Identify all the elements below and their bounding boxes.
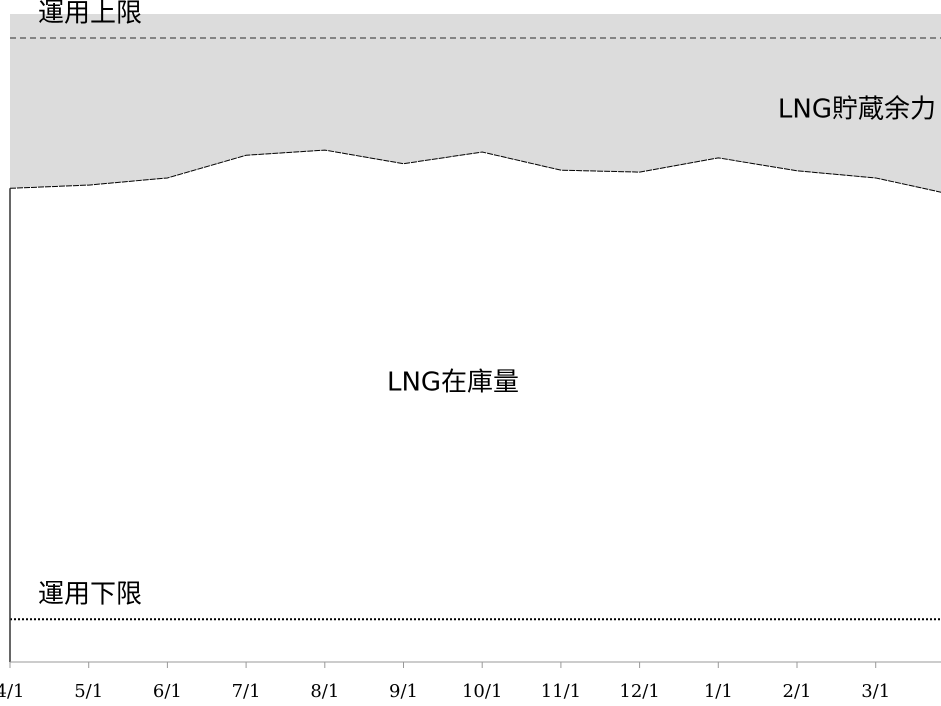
x-tick-label: 5/1 bbox=[74, 681, 103, 702]
series-label: LNG在庫量 bbox=[387, 368, 519, 398]
x-tick-label: 3/1 bbox=[861, 681, 890, 702]
x-tick-label: 12/1 bbox=[619, 681, 659, 702]
x-tick-label: 10/1 bbox=[462, 681, 502, 702]
capacity-label: LNG貯蔵余力 bbox=[778, 95, 936, 125]
x-tick-label: 1/1 bbox=[704, 681, 733, 702]
x-tick-label: 2/1 bbox=[783, 681, 812, 702]
capacity-area bbox=[10, 14, 941, 193]
limit-label: 運用上限 bbox=[38, 0, 142, 28]
inventory-line bbox=[9, 149, 941, 193]
x-tick-label: 6/1 bbox=[153, 681, 182, 702]
inventory-area bbox=[10, 150, 941, 662]
x-tick-label: 4/1 bbox=[0, 681, 24, 702]
x-tick-label: 9/1 bbox=[389, 681, 418, 702]
x-tick-label: 7/1 bbox=[232, 681, 261, 702]
x-tick-label: 11/1 bbox=[541, 681, 581, 702]
x-tick-label: 8/1 bbox=[310, 681, 339, 702]
limit-label: 運用下限 bbox=[38, 580, 142, 610]
